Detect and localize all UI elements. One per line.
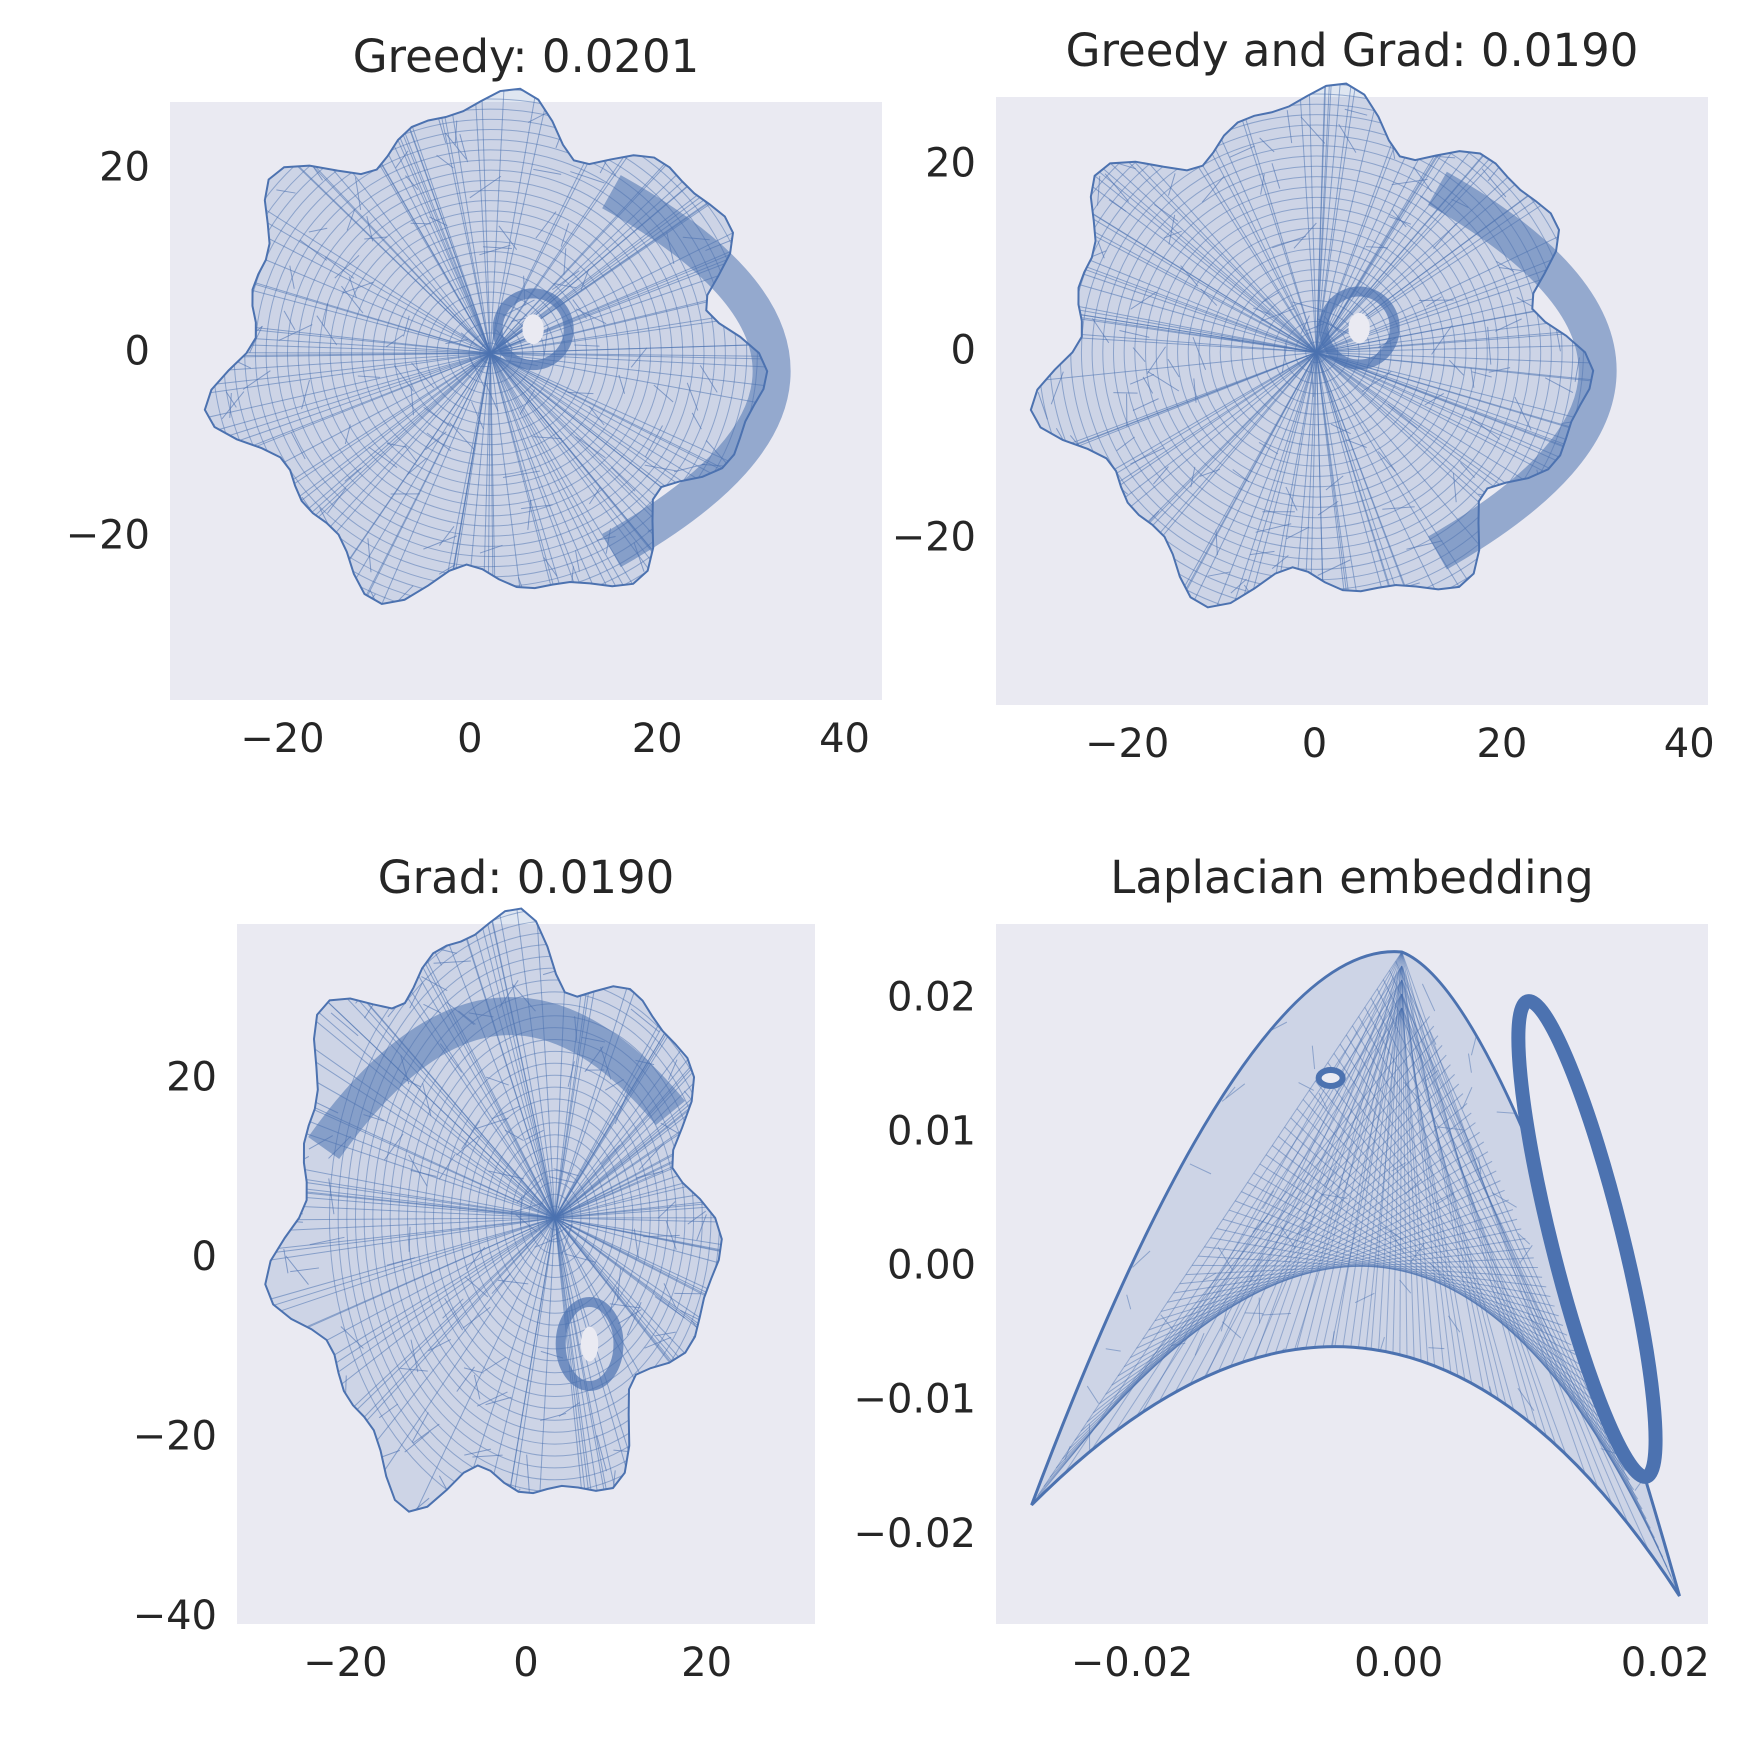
x-tick-label: 40 <box>819 716 870 762</box>
x-tick-label: 40 <box>1664 721 1715 767</box>
y-tick-label: 20 <box>925 140 976 186</box>
y-tick-label: 20 <box>99 144 150 190</box>
x-tick-label: −20 <box>240 716 324 762</box>
y-tick-label: 0.02 <box>887 974 976 1020</box>
x-tick-label: −0.02 <box>1071 1640 1194 1686</box>
y-tick-label: 0.01 <box>887 1109 976 1155</box>
x-tick-label: 20 <box>632 716 683 762</box>
x-axis-ticks: −20 0 20 40 <box>1085 721 1715 767</box>
subplot-laplacian-embedding: Laplacian embedding −0.02 0.00 0.02 0.020.… <box>853 851 1710 1686</box>
mesh-fan-with-arc <box>1029 82 1617 609</box>
y-tick-label: −0.02 <box>853 1511 976 1557</box>
x-tick-label: −20 <box>1085 721 1169 767</box>
y-tick-label: 0 <box>951 328 976 374</box>
x-axis-ticks: −20 0 20 <box>303 1640 732 1686</box>
x-tick-label: 20 <box>1476 721 1527 767</box>
y-axis-ticks: 20 0 −20 <box>892 140 976 560</box>
subplot-greedy: Greedy: 0.0201 −20 0 20 40 20 0 −20 <box>66 30 882 762</box>
y-tick-label: 0 <box>125 328 150 374</box>
y-tick-label: −40 <box>133 1593 217 1639</box>
y-axis-ticks: 20 0 −20 <box>66 144 150 558</box>
mesh-fan-with-arc <box>203 87 791 606</box>
y-tick-label: −20 <box>66 512 150 558</box>
x-axis-ticks: −20 0 20 40 <box>240 716 870 762</box>
y-tick-label: 0.00 <box>887 1243 976 1289</box>
x-tick-label: −20 <box>303 1640 387 1686</box>
x-tick-label: 0.00 <box>1354 1640 1443 1686</box>
x-tick-label: 0 <box>513 1640 538 1686</box>
x-tick-label: 0.02 <box>1621 1640 1710 1686</box>
y-axis-ticks: 0.02 0.01 0.00 −0.01 −0.02 <box>853 974 976 1556</box>
y-tick-label: 0 <box>192 1234 217 1280</box>
y-axis-ticks: 20 0 −20 −40 <box>133 1055 217 1639</box>
panel-title: Greedy and Grad: 0.0190 <box>1066 24 1639 77</box>
x-tick-label: 0 <box>1302 721 1327 767</box>
subplot-greedy-and-grad: Greedy and Grad: 0.0190 −20 0 20 40 20 0 −20 <box>892 24 1715 767</box>
x-tick-label: 0 <box>457 716 482 762</box>
x-axis-ticks: −0.02 0.00 0.02 <box>1071 1640 1710 1686</box>
y-tick-label: −20 <box>892 515 976 561</box>
subplot-grad: Grad: 0.0190 −20 0 20 20 0 −20 −40 <box>133 851 815 1686</box>
panel-title: Grad: 0.0190 <box>378 851 674 904</box>
panel-title: Laplacian embedding <box>1110 851 1593 904</box>
y-tick-label: −20 <box>133 1414 217 1460</box>
y-tick-label: 20 <box>166 1055 217 1101</box>
panel-title: Greedy: 0.0201 <box>353 30 700 83</box>
x-tick-label: 20 <box>681 1640 732 1686</box>
y-tick-label: −0.01 <box>853 1377 976 1423</box>
